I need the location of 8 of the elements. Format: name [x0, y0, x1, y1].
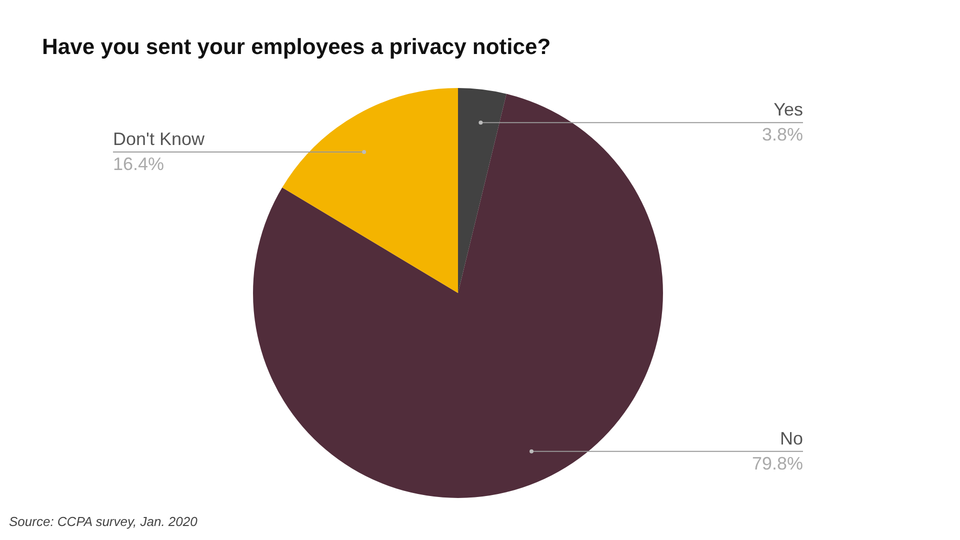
data-label: 16.4% — [113, 154, 164, 174]
slice-label: No — [780, 428, 803, 448]
slice-label: Don't Know — [113, 128, 206, 149]
data-label: 3.8% — [762, 124, 803, 145]
chart-title: Have you sent your employees a privacy notice? — [42, 34, 551, 60]
slice-label: Yes — [774, 100, 803, 120]
source-note: Source: CCPA survey, Jan. 2020 — [9, 514, 198, 529]
data-label: 79.8% — [752, 453, 803, 474]
